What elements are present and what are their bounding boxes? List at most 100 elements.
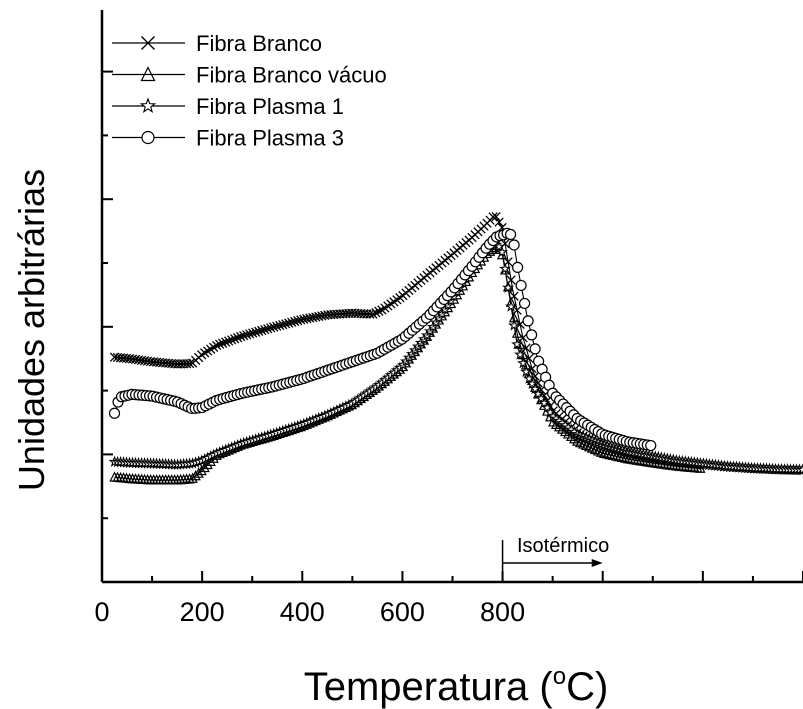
data-point: [529, 343, 541, 355]
data-point: [239, 330, 249, 341]
data-point: [505, 300, 518, 312]
data-point: [187, 472, 198, 483]
data-point: [502, 281, 515, 293]
legend-item: Fibra Plasma 1: [112, 94, 344, 119]
legend-label: Fibra Plasma 3: [196, 126, 344, 151]
x-tick-label: 200: [180, 597, 225, 627]
data-point: [541, 401, 554, 413]
data-point: [617, 451, 628, 463]
data-point: [141, 36, 155, 50]
data-point: [199, 461, 210, 473]
data-point: [508, 239, 520, 251]
x-axis-title: Temperatura (oC): [304, 663, 609, 709]
legend-item: Fibra Plasma 3: [112, 126, 344, 151]
x-axis-title-main: Temperatura (: [304, 665, 554, 709]
data-point: [263, 324, 273, 334]
axes: 0 200 400 600 800: [94, 10, 803, 627]
data-point: [248, 328, 258, 338]
data-point: [611, 450, 622, 461]
data-point: [526, 377, 539, 389]
data-point: [218, 338, 228, 348]
data-point: [504, 228, 517, 241]
data-point: [269, 322, 279, 332]
data-point: [496, 245, 509, 258]
data-point: [544, 405, 557, 418]
data-point: [523, 372, 536, 384]
data-point: [605, 448, 616, 460]
data-point: [522, 315, 534, 327]
data-point: [251, 327, 261, 337]
x-tick-label: 800: [480, 597, 525, 627]
data-point: [266, 323, 276, 333]
data-point: [108, 407, 121, 419]
legend-label: Fibra Branco: [196, 31, 322, 56]
series-x: [109, 211, 803, 476]
data-point: [517, 356, 530, 369]
data-point: [230, 334, 240, 344]
data-point: [374, 306, 384, 316]
data-point: [519, 297, 531, 310]
isothermal-label: Isotérmico: [517, 535, 609, 557]
data-point: [260, 324, 270, 335]
data-point: [272, 321, 282, 331]
data-point: [190, 469, 201, 481]
isothermal-arrow-head: [591, 559, 603, 567]
data-point: [254, 326, 264, 336]
data-point: [511, 337, 524, 350]
x-axis-title-end: C): [566, 665, 608, 709]
legend-item: Fibra Branco vácuo: [112, 63, 387, 88]
data-point: [365, 309, 375, 319]
data-point: [602, 448, 613, 459]
data-point: [608, 449, 619, 461]
x-axis-title-superscript: o: [553, 663, 566, 690]
data-point: [141, 130, 155, 145]
data-point: [278, 319, 288, 330]
data-point: [245, 329, 255, 339]
data-point: [494, 217, 504, 227]
data-point: [140, 66, 156, 82]
data-point: [371, 308, 381, 318]
data-point: [290, 316, 300, 327]
data-point: [529, 382, 542, 395]
data-point: [236, 331, 246, 342]
legend-item: Fibra Branco: [112, 31, 322, 56]
x-ticks: [101, 571, 803, 582]
series-star: [108, 238, 803, 476]
data-point: [202, 458, 213, 470]
series-layer: [108, 211, 803, 485]
legend: Fibra Branco Fibra Branco vácuo Fibra Plas…: [112, 31, 387, 151]
data-point: [532, 387, 545, 400]
data-point: [227, 335, 237, 345]
x-tick-label: 400: [280, 597, 325, 627]
data-point: [514, 348, 527, 360]
legend-label: Fibra Branco vácuo: [196, 63, 387, 88]
x-tick-labels: 0 200 400 600 800: [94, 597, 525, 627]
data-point: [620, 452, 631, 463]
data-point: [368, 309, 378, 319]
data-point: [645, 439, 657, 452]
x-tick-label: 0: [94, 597, 109, 627]
data-point: [196, 464, 207, 476]
legend-label: Fibra Plasma 1: [196, 94, 344, 119]
data-point: [287, 317, 297, 327]
data-point: [596, 446, 607, 457]
data-point: [491, 211, 501, 222]
data-point: [205, 455, 216, 467]
data-point: [139, 97, 157, 113]
data-point: [614, 451, 625, 462]
data-point: [515, 279, 527, 292]
data-point: [293, 315, 303, 326]
data-point: [221, 337, 231, 347]
data-point: [257, 325, 267, 336]
data-point: [215, 339, 225, 349]
data-point: [233, 333, 243, 343]
y-axis-title: Unidades arbitrárias: [11, 169, 52, 491]
data-point: [499, 262, 512, 274]
data-point: [520, 365, 533, 377]
x-tick-label: 600: [380, 597, 425, 627]
data-point: [511, 261, 524, 273]
isothermal-annotation: Isotérmico: [501, 535, 609, 582]
data-point: [695, 462, 706, 473]
data-point: [212, 340, 222, 351]
